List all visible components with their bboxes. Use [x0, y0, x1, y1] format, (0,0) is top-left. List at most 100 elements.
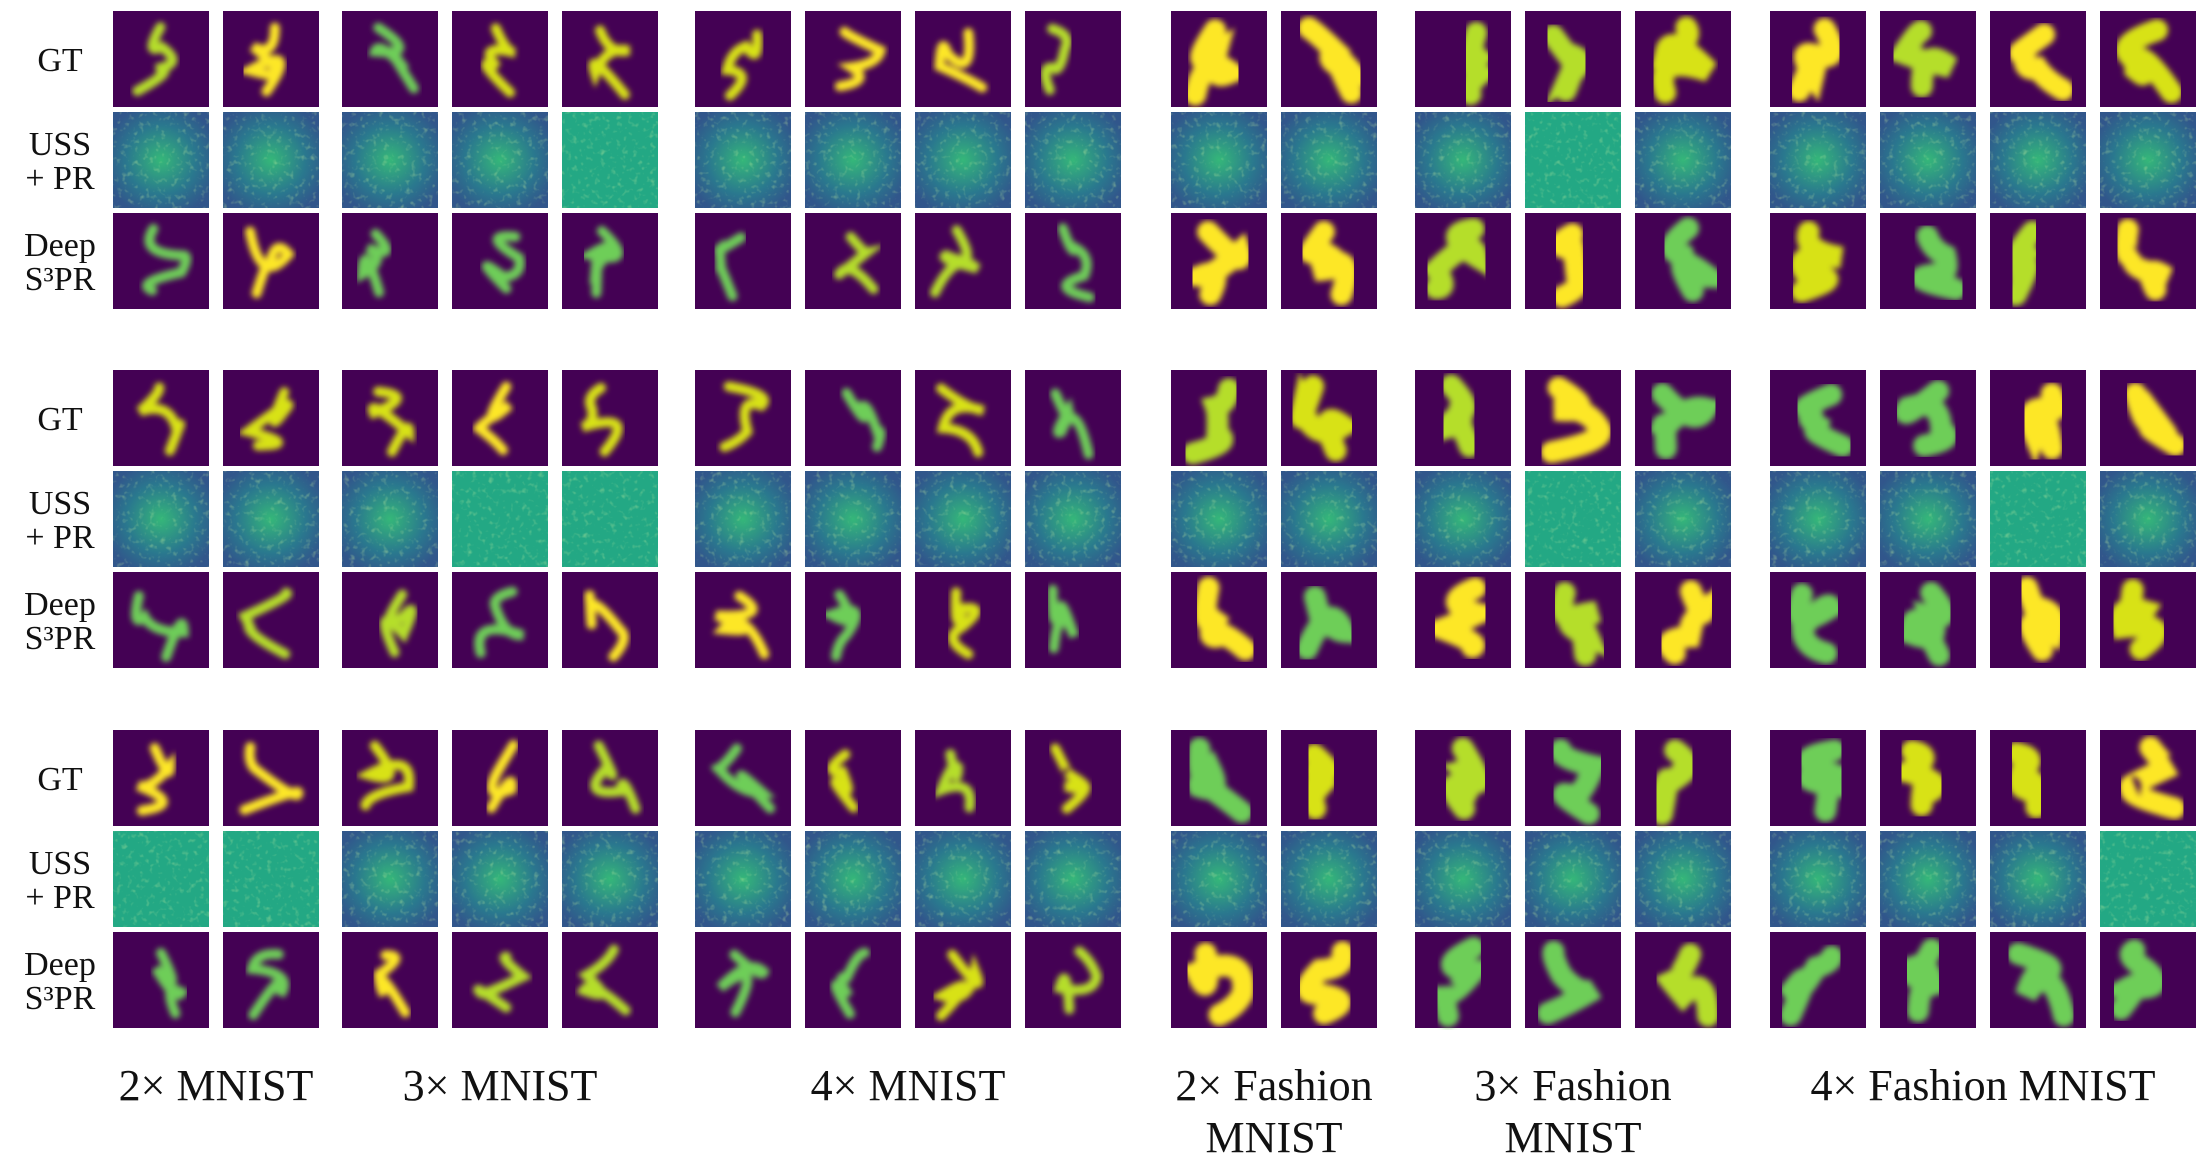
image-tile — [452, 11, 548, 107]
glyph — [1047, 584, 1080, 654]
image-tile — [1880, 112, 1976, 208]
glyph — [588, 25, 631, 100]
image-tile — [1770, 730, 1866, 826]
image-tile — [1770, 11, 1866, 107]
glyph — [1658, 580, 1720, 665]
group-label: 3× MNIST — [403, 1061, 598, 1110]
image-tile — [695, 112, 791, 208]
tile-bg — [452, 730, 548, 826]
glyph — [245, 226, 296, 299]
image-tile — [1025, 112, 1121, 208]
image-tile — [695, 471, 791, 567]
image-tile — [1415, 932, 1511, 1028]
glyph — [367, 386, 415, 457]
glyph — [1040, 23, 1072, 96]
glyph — [237, 587, 293, 659]
tile-noise — [452, 112, 548, 208]
image-tile — [915, 11, 1011, 107]
image-tile — [695, 370, 791, 466]
tile-bg — [452, 11, 548, 107]
image-tile — [342, 572, 438, 668]
image-tile — [223, 213, 319, 309]
image-tile — [1880, 370, 1976, 466]
image-tile — [1770, 831, 1866, 927]
image-tile — [342, 370, 438, 466]
image-tile — [1158, 213, 1267, 309]
image-tile — [1415, 831, 1511, 927]
tile-noise — [562, 471, 658, 567]
image-tile — [1281, 471, 1377, 567]
glyph — [834, 231, 885, 295]
image-tile — [113, 370, 209, 466]
tile-noise — [1281, 112, 1377, 208]
glyph — [246, 949, 290, 1020]
glyph — [481, 231, 525, 294]
tile-noise — [223, 112, 319, 208]
image-tile — [1770, 370, 1866, 466]
tile-noise — [1171, 471, 1267, 567]
image-tile — [223, 730, 319, 826]
glyph — [841, 388, 886, 452]
image-tile — [1171, 572, 1267, 668]
tile-noise — [113, 831, 209, 927]
image-tile — [1171, 831, 1267, 927]
glyph — [1432, 374, 1481, 458]
image-tile — [1171, 112, 1267, 208]
tile-noise — [342, 112, 438, 208]
tile-noise — [452, 831, 548, 927]
tile-noise — [1525, 112, 1621, 208]
image-tile — [1171, 471, 1267, 567]
glyph — [151, 948, 189, 1019]
row-label: Deep — [24, 946, 96, 983]
image-tile — [2100, 730, 2196, 826]
tile-bg — [452, 932, 548, 1028]
image-tile — [695, 213, 791, 309]
image-tile — [342, 112, 438, 208]
tile-noise — [1525, 471, 1621, 567]
image-tile — [1281, 213, 1377, 309]
image-tile — [915, 213, 1011, 309]
tile-noise — [1415, 471, 1511, 567]
tile-noise — [915, 471, 1011, 567]
image-tile — [1025, 932, 1121, 1028]
image-tile — [1525, 213, 1621, 309]
tile-bg — [915, 730, 1011, 826]
image-tile — [1415, 112, 1511, 208]
glyph — [1549, 738, 1610, 825]
image-tile — [1880, 572, 1976, 668]
tile-bg — [1025, 11, 1121, 107]
glyph — [1536, 940, 1602, 1025]
image-tile — [805, 572, 901, 668]
glyph — [590, 740, 641, 814]
glyph — [1296, 941, 1355, 1025]
glyph — [2124, 382, 2187, 457]
image-tile — [1990, 932, 2086, 1028]
image-tile — [113, 112, 209, 208]
image-tile — [1770, 572, 1866, 668]
tile-noise — [342, 831, 438, 927]
tile-noise — [562, 831, 658, 927]
row-label: + PR — [25, 519, 95, 556]
image-tile — [1281, 112, 1377, 208]
image-tile — [1025, 11, 1121, 107]
glyph — [819, 589, 861, 662]
tile-bg — [915, 370, 1011, 466]
tile-noise — [2100, 112, 2196, 208]
glyph — [1650, 16, 1717, 104]
glyph — [720, 29, 763, 101]
image-tile — [1281, 831, 1377, 927]
image-tile — [1635, 932, 1731, 1028]
glyph — [1788, 18, 1844, 103]
row-label: S³PR — [25, 620, 96, 657]
group-label: 2× MNIST — [119, 1061, 314, 1110]
glyph — [2007, 942, 2075, 1027]
image-tile — [1415, 11, 1511, 107]
image-tile — [915, 112, 1011, 208]
glyph — [930, 225, 981, 298]
glyph — [135, 742, 175, 816]
glyph — [1296, 585, 1361, 660]
image-tile — [805, 730, 901, 826]
image-tile — [223, 11, 319, 107]
image-tile — [452, 112, 548, 208]
